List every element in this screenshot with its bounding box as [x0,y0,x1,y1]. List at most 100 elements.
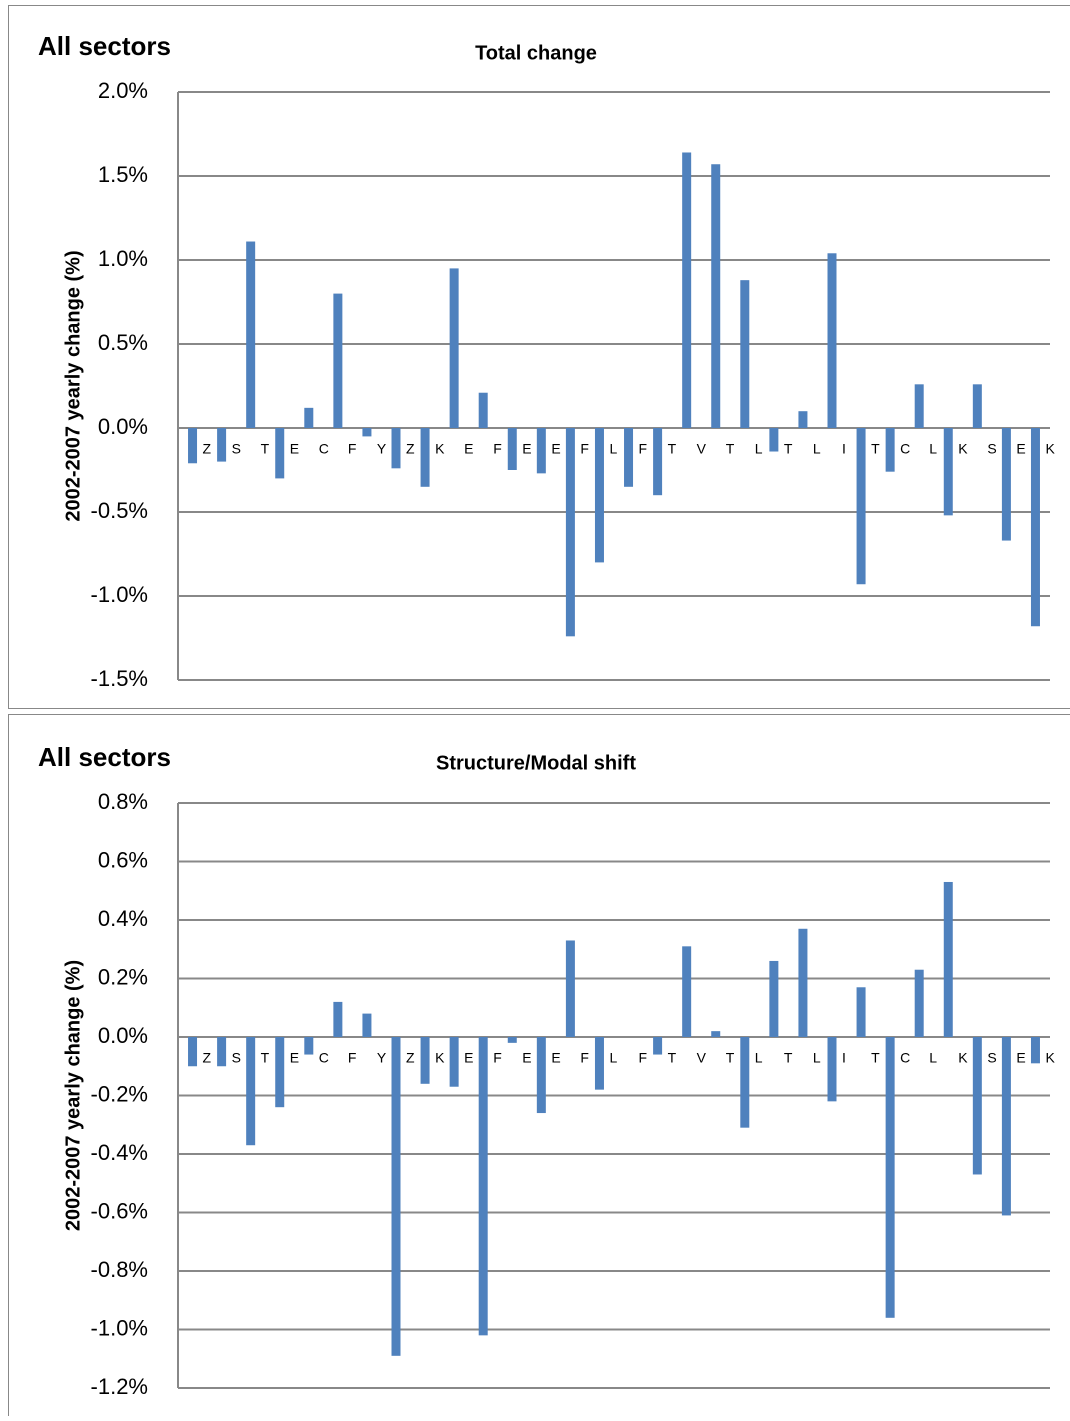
x-tick-label: Z [203,1050,212,1066]
y-tick-label: -0.8% [91,1257,148,1282]
x-tick-label: E [290,441,299,457]
y-tick-label: 0.4% [98,906,148,931]
bar [1031,428,1040,626]
x-tick-label: E [522,1050,531,1066]
bar [392,1037,401,1356]
bar [973,384,982,428]
bar [566,940,575,1037]
x-tick-label: F [493,441,502,457]
bar [653,428,662,495]
bar [217,1037,226,1066]
x-tick-label: T [871,1050,880,1066]
bar [682,946,691,1037]
bar [595,1037,604,1090]
bar [857,987,866,1037]
x-tick-label: K [435,441,445,457]
x-tick-label: F [580,1050,589,1066]
x-tick-label: T [726,441,735,457]
x-tick-label: K [435,1050,445,1066]
x-tick-label: K [1045,441,1055,457]
x-tick-label: K [958,1050,968,1066]
bar [246,242,255,428]
y-tick-label: -0.4% [91,1140,148,1165]
y-tick-label: -0.6% [91,1198,148,1223]
panel-heading: All sectors [38,742,171,772]
x-tick-label: T [726,1050,735,1066]
bar [450,268,459,428]
bar [246,1037,255,1145]
bar [304,408,313,428]
y-axis-label: 2002-2007 yearly change (%) [62,250,84,521]
x-tick-label: E [290,1050,299,1066]
x-tick-label: K [1045,1050,1055,1066]
x-tick-label: Y [377,441,387,457]
x-tick-label: F [348,441,357,457]
x-tick-label: E [1016,441,1025,457]
chart-title: Total change [475,42,597,64]
bar [275,428,284,478]
x-tick-label: F [493,1050,502,1066]
x-tick-label: F [639,441,648,457]
x-tick-label: F [580,441,589,457]
x-tick-label: C [900,441,910,457]
y-tick-label: 1.0% [98,246,148,271]
chart-title: Structure/Modal shift [436,752,636,774]
y-tick-label: -1.0% [91,582,148,607]
panel-heading: All sectors [38,31,171,61]
bar [915,384,924,428]
x-tick-label: C [319,441,329,457]
x-tick-label: T [784,441,793,457]
x-tick-label: L [813,1050,821,1066]
x-tick-label: S [232,1050,241,1066]
bar [1031,1037,1040,1063]
panel-border [9,6,1070,709]
bar [828,1037,837,1101]
bar [711,164,720,428]
bar [508,428,517,470]
bar [624,428,633,487]
x-tick-label: Z [406,1050,415,1066]
y-tick-label: -1.0% [91,1315,148,1340]
x-tick-label: F [639,1050,648,1066]
bar [188,1037,197,1066]
x-tick-label: L [609,441,617,457]
x-tick-label: S [232,441,241,457]
bar [392,428,401,468]
y-tick-label: -0.2% [91,1081,148,1106]
bar [362,1014,371,1037]
bar [217,428,226,462]
x-tick-label: L [929,441,937,457]
y-axis-label: 2002-2007 yearly change (%) [62,960,84,1231]
x-tick-label: L [609,1050,617,1066]
bar [944,428,953,515]
bar [508,1037,517,1043]
x-tick-label: C [900,1050,910,1066]
bar [798,411,807,428]
bar [421,1037,430,1084]
x-tick-label: E [551,1050,560,1066]
x-tick-label: T [261,441,270,457]
x-tick-label: S [987,441,996,457]
x-tick-label: L [755,441,763,457]
x-tick-label: I [842,441,846,457]
x-tick-label: L [755,1050,763,1066]
bar [188,428,197,463]
y-tick-label: 0.5% [98,330,148,355]
bar [333,294,342,428]
x-tick-label: I [842,1050,846,1066]
x-tick-label: F [348,1050,357,1066]
bar [450,1037,459,1087]
bar [537,1037,546,1113]
y-tick-label: 0.0% [98,1023,148,1048]
x-tick-label: C [319,1050,329,1066]
bar [537,428,546,473]
bar [595,428,604,562]
x-tick-label: V [697,441,707,457]
x-tick-label: E [1016,1050,1025,1066]
x-tick-label: E [551,441,560,457]
bar [769,428,778,452]
x-tick-label: E [464,1050,473,1066]
bar [915,970,924,1037]
bar [479,393,488,428]
